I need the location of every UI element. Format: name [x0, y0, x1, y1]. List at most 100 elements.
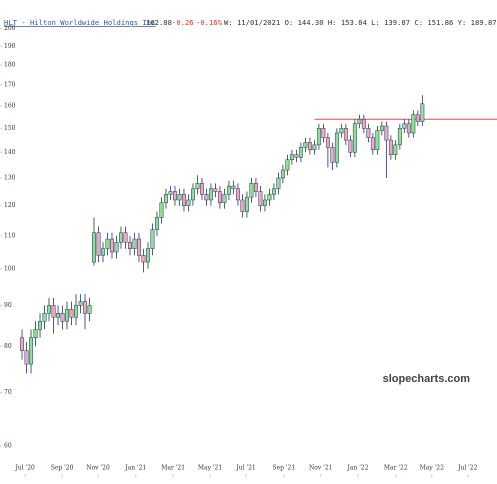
candle-body	[262, 199, 267, 206]
ticker-title[interactable]: HLT - Hilton Worldwide Holdings Inc	[4, 18, 155, 27]
x-tick-label: Jan '21	[124, 465, 146, 472]
x-tick-label: May '21	[198, 465, 222, 472]
y-tick-label: 100	[4, 265, 16, 272]
candle-body	[204, 194, 209, 201]
y-tick-label: 120	[4, 202, 16, 209]
candle-body	[191, 188, 195, 201]
y-tick-label: 200	[4, 25, 16, 32]
candle-body	[141, 255, 146, 263]
candle-body	[213, 188, 218, 192]
candle-body	[361, 118, 366, 129]
candle-body	[47, 305, 51, 314]
candle-body	[325, 137, 330, 148]
y-tick-label: 110	[4, 232, 16, 239]
x-tick-label: Nov '21	[309, 465, 332, 472]
candle-body	[51, 305, 56, 318]
candle-body	[307, 142, 312, 151]
candle-body	[321, 128, 326, 138]
x-tick-label: Jul '20	[14, 465, 35, 472]
candle-body	[96, 232, 101, 256]
candle-body	[105, 238, 110, 249]
candle-body	[411, 114, 416, 134]
y-tick-label: 90	[4, 302, 12, 309]
candle-body	[366, 128, 371, 138]
candle-body	[92, 232, 96, 263]
candle-body	[128, 241, 132, 249]
x-tick-label: Sep '21	[272, 465, 295, 472]
candle-body	[375, 130, 380, 151]
candle-body	[294, 154, 299, 158]
candle-body	[388, 139, 393, 155]
candle-body	[186, 199, 191, 206]
candle-body	[352, 123, 357, 153]
candle-body	[370, 137, 375, 151]
candle-body	[177, 194, 182, 201]
candle-body	[137, 238, 141, 256]
candle-body	[285, 159, 290, 171]
candle-body	[298, 147, 303, 158]
y-tick-label: 190	[4, 43, 16, 50]
candle-body	[69, 309, 74, 318]
last-price: 162.88	[146, 18, 172, 27]
candle-body	[56, 313, 60, 318]
candle-body	[271, 188, 276, 195]
candle-body	[74, 305, 78, 318]
price-change-pct: -0.16%	[196, 18, 223, 27]
candle-body	[348, 139, 353, 153]
candle-body	[249, 183, 254, 198]
candle-body	[316, 128, 321, 146]
x-tick-label: Jan '22	[346, 465, 368, 472]
candle-body	[173, 191, 177, 201]
candle-body	[195, 183, 200, 190]
y-tick-label: 130	[4, 174, 16, 181]
candle-body	[330, 147, 335, 163]
candle-body	[123, 232, 128, 243]
x-tick-label: Jul '21	[235, 465, 255, 472]
y-tick-label: 140	[4, 149, 16, 156]
x-tick-label: Mar '21	[161, 465, 185, 472]
candle-body	[217, 191, 222, 204]
y-tick-label: 80	[4, 343, 12, 350]
candle-body	[276, 177, 281, 190]
candle-body	[164, 194, 168, 204]
candle-body	[420, 103, 425, 122]
candle-body	[357, 118, 362, 124]
y-tick-label: 170	[4, 81, 16, 88]
candle-body	[33, 329, 38, 338]
candle-body	[415, 114, 420, 122]
candle-body	[280, 169, 285, 179]
candle-body	[231, 185, 236, 190]
candle-body	[208, 188, 213, 201]
candle-body	[150, 229, 155, 249]
y-tick-label: 180	[4, 62, 16, 69]
candle-body	[289, 154, 294, 161]
x-tick-label: May '22	[420, 465, 444, 472]
candle-body	[397, 128, 402, 146]
candle-body	[78, 301, 83, 306]
watermark: slopecharts.com	[383, 373, 471, 385]
candle-body	[155, 217, 159, 230]
candle-body	[114, 241, 119, 253]
candle-body	[379, 125, 384, 131]
x-tick-label: Mar '22	[384, 465, 408, 472]
candle-body	[83, 301, 87, 314]
candle-body	[42, 313, 47, 322]
candle-body	[339, 128, 344, 134]
candle-body	[29, 337, 33, 365]
candle-body	[199, 183, 204, 195]
candle-body	[146, 248, 150, 263]
candle-body	[20, 337, 24, 351]
candle-body	[240, 199, 245, 212]
candle-body	[87, 305, 92, 314]
candle-body	[38, 320, 42, 330]
candle-body	[60, 313, 65, 322]
candle-body	[110, 238, 114, 253]
candle-body	[24, 350, 29, 365]
y-tick-label: 70	[4, 389, 12, 396]
candle-body	[253, 183, 258, 192]
x-tick-label: Jul '22	[457, 465, 478, 472]
candle-body	[168, 191, 173, 195]
y-tick-label: 150	[4, 125, 16, 132]
ohlc-info: W: 11/01/2021 O: 144.30 H: 153.84 L: 139…	[224, 18, 497, 27]
